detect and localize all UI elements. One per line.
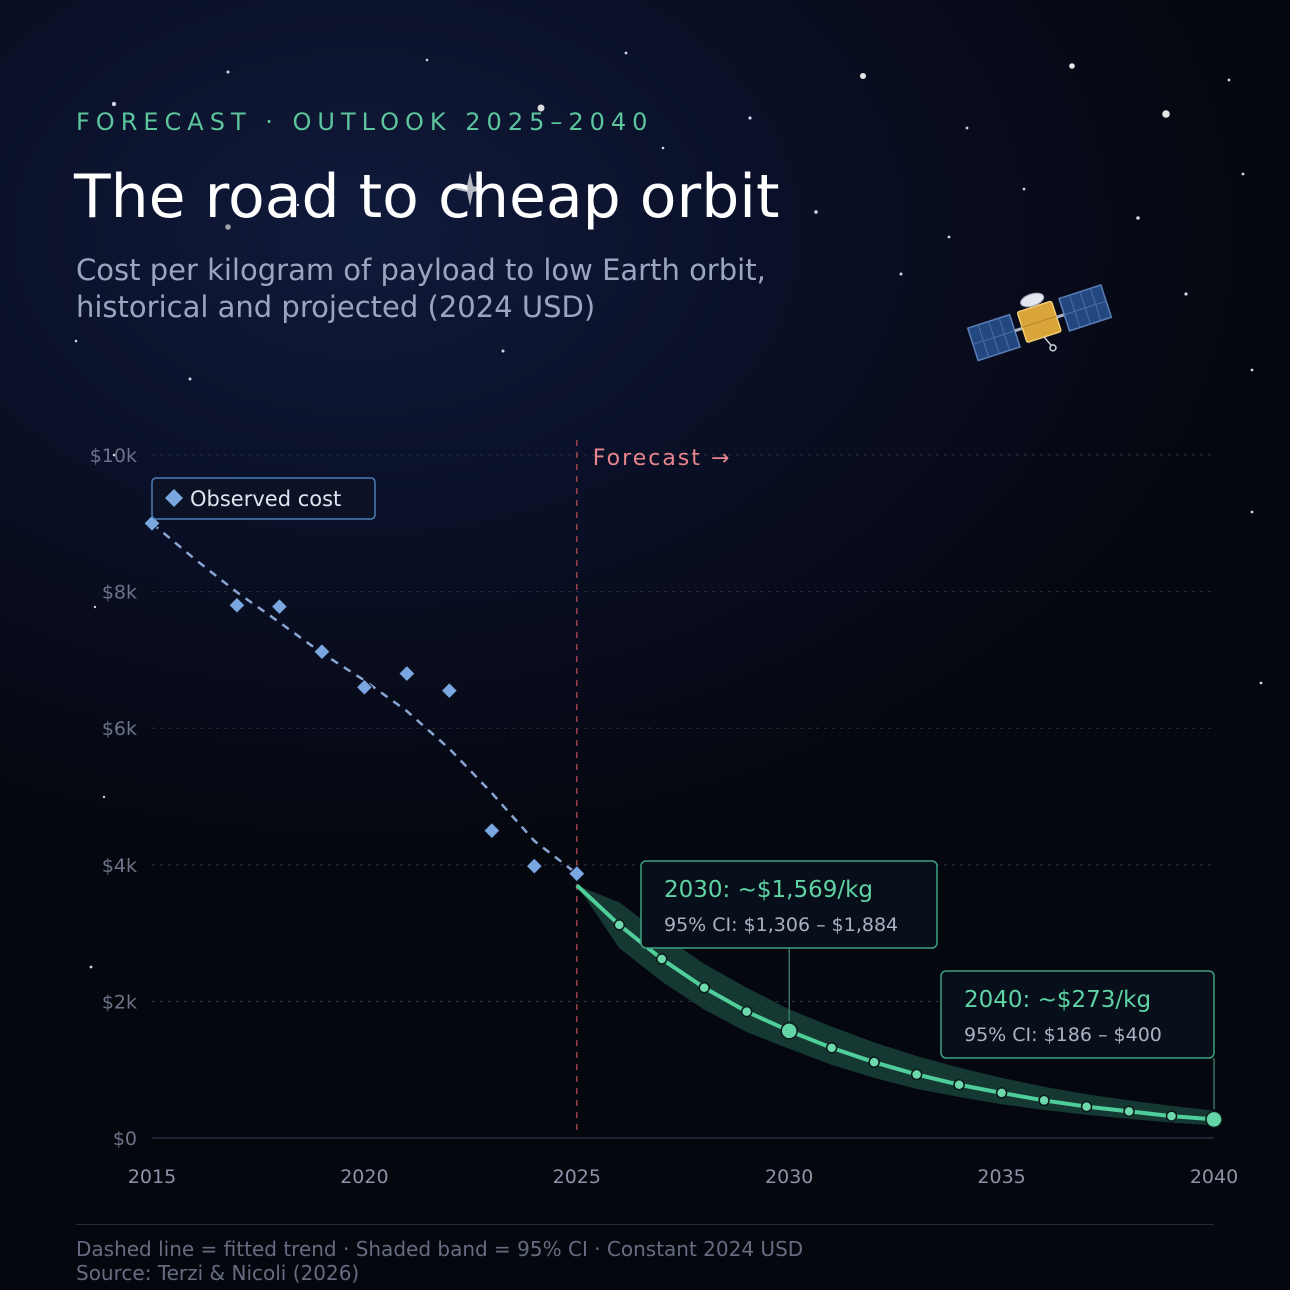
callout-box — [640, 860, 938, 949]
x-tick-label: 2030 — [765, 1166, 813, 1188]
callout-detail: 95% CI: $1,306 – $1,884 — [664, 914, 898, 936]
forecast-line — [575, 883, 1215, 1122]
forecast-point — [910, 1068, 923, 1081]
confidence-band — [576, 885, 1214, 1126]
chart-footer: Dashed line = fitted trend · Shaded band… — [76, 1224, 1214, 1285]
subtitle-line-1: Cost per kilogram of payload to low Eart… — [76, 253, 766, 287]
forecast-point — [953, 1078, 965, 1091]
forecast-point — [1123, 1105, 1135, 1118]
footer-note: Dashed line = fitted trend · Shaded band… — [76, 1237, 804, 1261]
forecast-point — [1205, 1110, 1223, 1129]
y-tick-label: $2k — [102, 991, 137, 1013]
subtitle-line-2: historical and projected (2024 USD) — [76, 290, 596, 324]
observed-point — [483, 821, 501, 840]
starfield — [74, 51, 1263, 969]
forecast-point — [995, 1087, 1008, 1099]
forecast-point — [740, 1005, 753, 1018]
y-tick-label: $4k — [102, 855, 137, 877]
callout-title: 2030: ~$1,569/kg — [664, 877, 873, 903]
x-tick-label: 2025 — [553, 1166, 601, 1188]
fitted-trend-line — [151, 522, 578, 875]
eyebrow-label: FORECAST · OUTLOOK 2025–2040 — [76, 108, 654, 136]
forecast-point — [698, 981, 710, 994]
forecast-point — [868, 1056, 880, 1068]
forecast-point — [656, 953, 668, 965]
forecast-point — [613, 919, 626, 931]
observed-point — [270, 597, 289, 616]
x-tick-label: 2020 — [340, 1166, 388, 1188]
annotations: Observed cost 2030: ~$1,569/kg 95% CI: $1,… — [151, 477, 1215, 1110]
footer-source: Source: Terzi & Nicoli (2026) — [76, 1261, 360, 1285]
forecast-point — [1038, 1094, 1050, 1107]
forecast-point — [1080, 1100, 1093, 1113]
forecast-label: Forecast → — [593, 446, 732, 471]
observed-point — [525, 857, 544, 875]
observed-point — [228, 596, 246, 614]
forecast-point — [825, 1042, 838, 1054]
legend-label-observed: Observed cost — [190, 487, 341, 511]
y-tick-label: $6k — [102, 718, 137, 740]
observed-point — [313, 642, 331, 661]
legend-marker-observed — [165, 489, 183, 507]
observed-point — [355, 678, 374, 696]
page-title: The road to cheap orbit — [74, 162, 780, 232]
x-tick-label: 2015 — [128, 1166, 176, 1188]
axes: $0 $2k $4k $6k $8k $10k 2015 2020 2025 2030 2035 20… — [90, 445, 1238, 1188]
y-tick-label: $0 — [113, 1128, 137, 1150]
satellite-icon — [966, 284, 1113, 362]
legend-box — [151, 477, 376, 520]
observed-point — [398, 664, 416, 683]
y-tick-label: $8k — [102, 582, 137, 604]
forecast-point — [1165, 1110, 1178, 1122]
callout-title: 2040: ~$273/kg — [964, 987, 1151, 1013]
observed-point — [440, 681, 459, 700]
page-subtitle: Cost per kilogram of payload to low Eart… — [76, 252, 896, 326]
callout-detail: 95% CI: $186 – $400 — [964, 1024, 1162, 1046]
y-tick-label: $10k — [90, 445, 137, 467]
x-tick-label: 2040 — [1190, 1166, 1238, 1188]
x-tick-label: 2035 — [977, 1166, 1025, 1188]
observed-point — [568, 864, 586, 883]
forecast-point — [780, 1022, 798, 1040]
callout-box — [940, 970, 1215, 1059]
